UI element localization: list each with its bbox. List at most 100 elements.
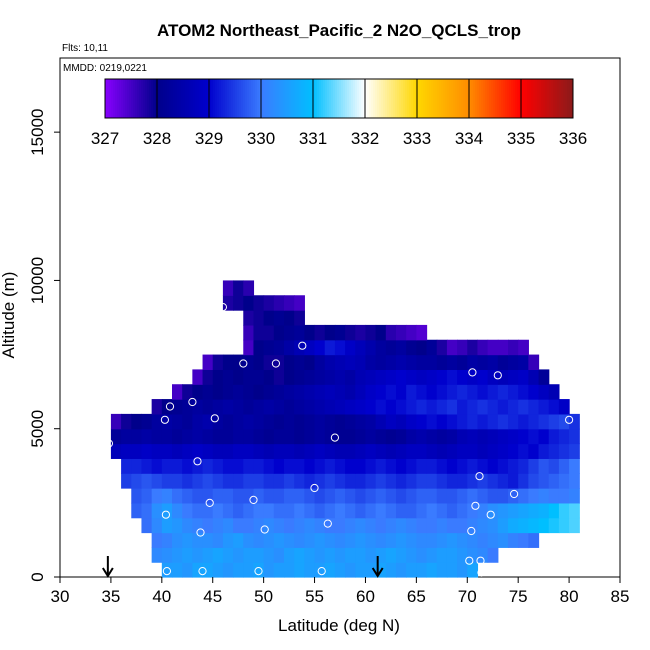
colorbar-swatch — [259, 79, 262, 118]
heatmap-cell — [436, 532, 448, 548]
heatmap-cell — [548, 428, 560, 445]
heatmap-cell — [406, 562, 417, 578]
heatmap-cell — [233, 458, 244, 474]
heatmap-cell — [538, 502, 550, 519]
heatmap-cell — [294, 310, 305, 326]
heatmap-cell — [131, 458, 143, 474]
heatmap-cell — [487, 413, 499, 430]
heatmap-cell — [202, 369, 214, 385]
heatmap-cell — [263, 428, 275, 445]
colorbar-swatch — [479, 79, 482, 118]
colorbar-swatch — [551, 79, 554, 118]
heatmap-cell — [110, 413, 122, 430]
heatmap-cell — [151, 399, 163, 415]
colorbar-swatch — [407, 79, 410, 118]
colorbar-swatch — [371, 79, 374, 118]
heatmap-cell — [558, 488, 570, 504]
heatmap-cell — [365, 339, 377, 356]
heatmap-cell — [273, 502, 285, 519]
heatmap-cell — [182, 413, 193, 430]
heatmap-cell — [457, 413, 468, 430]
heatmap-cell — [263, 502, 275, 519]
colorbar-swatch — [469, 79, 472, 118]
colorbar-swatch — [429, 79, 432, 118]
heatmap-cell — [467, 488, 479, 504]
heatmap-cell — [212, 458, 224, 474]
heatmap-cell — [253, 517, 265, 534]
heatmap-cell — [345, 473, 356, 489]
heatmap-cell — [324, 428, 336, 445]
heatmap-cell — [314, 354, 326, 370]
heatmap-cell — [477, 369, 489, 385]
heatmap-cell — [273, 547, 285, 563]
colorbar-swatch — [205, 79, 208, 118]
heatmap-cell — [304, 547, 316, 563]
heatmap-cell — [253, 458, 265, 474]
heatmap-cell — [436, 428, 448, 445]
colorbar-swatch — [549, 79, 552, 118]
heatmap-cell — [172, 443, 183, 459]
colorbar-swatch — [391, 79, 394, 118]
heatmap-cell — [396, 399, 407, 415]
heatmap-cell — [528, 354, 540, 370]
heatmap-cell — [446, 413, 458, 430]
heatmap-cell — [324, 458, 336, 474]
heatmap-cell — [273, 562, 285, 578]
heatmap-cell — [334, 502, 346, 519]
heatmap-cell — [487, 354, 499, 370]
colorbar-swatch — [389, 79, 392, 118]
heatmap-cell — [365, 384, 377, 400]
heatmap-cell — [131, 443, 143, 459]
heatmap-cell — [365, 369, 377, 385]
heatmap-cell — [365, 443, 377, 459]
colorbar-swatch — [349, 79, 352, 118]
heatmap-cell — [263, 354, 275, 370]
heatmap-cell — [508, 339, 519, 356]
sample-point — [317, 567, 326, 576]
heatmap-cell — [121, 458, 132, 474]
colorbar-swatch — [363, 79, 366, 118]
heatmap-cell — [477, 384, 489, 400]
heatmap-cell — [284, 324, 295, 341]
colorbar-swatch — [457, 79, 460, 118]
heatmap-cell — [212, 354, 224, 370]
heatmap-cell — [222, 562, 234, 578]
heatmap-cell — [538, 517, 550, 534]
arrow-markers — [102, 556, 384, 578]
heatmap-cell — [253, 399, 265, 415]
heatmap-cell — [314, 458, 326, 474]
heatmap-cell — [314, 488, 326, 504]
heatmap-cell — [151, 428, 163, 445]
heatmap-cell — [396, 428, 407, 445]
colorbar-swatch — [379, 79, 382, 118]
heatmap-cell — [304, 324, 316, 341]
heatmap-cell — [212, 369, 224, 385]
heatmap-cell — [528, 428, 540, 445]
heatmap-cell — [172, 458, 183, 474]
heatmap-cell — [222, 295, 234, 311]
heatmap-cell — [334, 517, 346, 534]
heatmap-cell — [324, 339, 336, 356]
heatmap-cell — [304, 458, 316, 474]
heatmap-cell — [406, 532, 417, 548]
colorbar-swatch — [325, 79, 328, 118]
heatmap-cell — [212, 488, 224, 504]
heatmap-cell — [477, 399, 489, 415]
heatmap-cell — [487, 428, 499, 445]
colorbar-swatch — [361, 79, 364, 118]
heatmap-cell — [436, 384, 448, 400]
heatmap-cell — [263, 473, 275, 489]
colorbar-swatch — [567, 79, 570, 118]
heatmap-cell — [375, 369, 387, 385]
colorbar-swatch — [381, 79, 384, 118]
heatmap-cell — [202, 502, 214, 519]
heatmap-cell — [334, 488, 346, 504]
heatmap-cell — [161, 562, 173, 578]
colorbar-swatch — [135, 79, 138, 118]
heatmap-cell — [284, 473, 295, 489]
heatmap-cell — [497, 532, 509, 548]
heatmap-cell — [528, 443, 540, 459]
heatmap-cell — [375, 443, 387, 459]
colorbar-swatch — [465, 79, 468, 118]
colorbar-swatch — [143, 79, 146, 118]
